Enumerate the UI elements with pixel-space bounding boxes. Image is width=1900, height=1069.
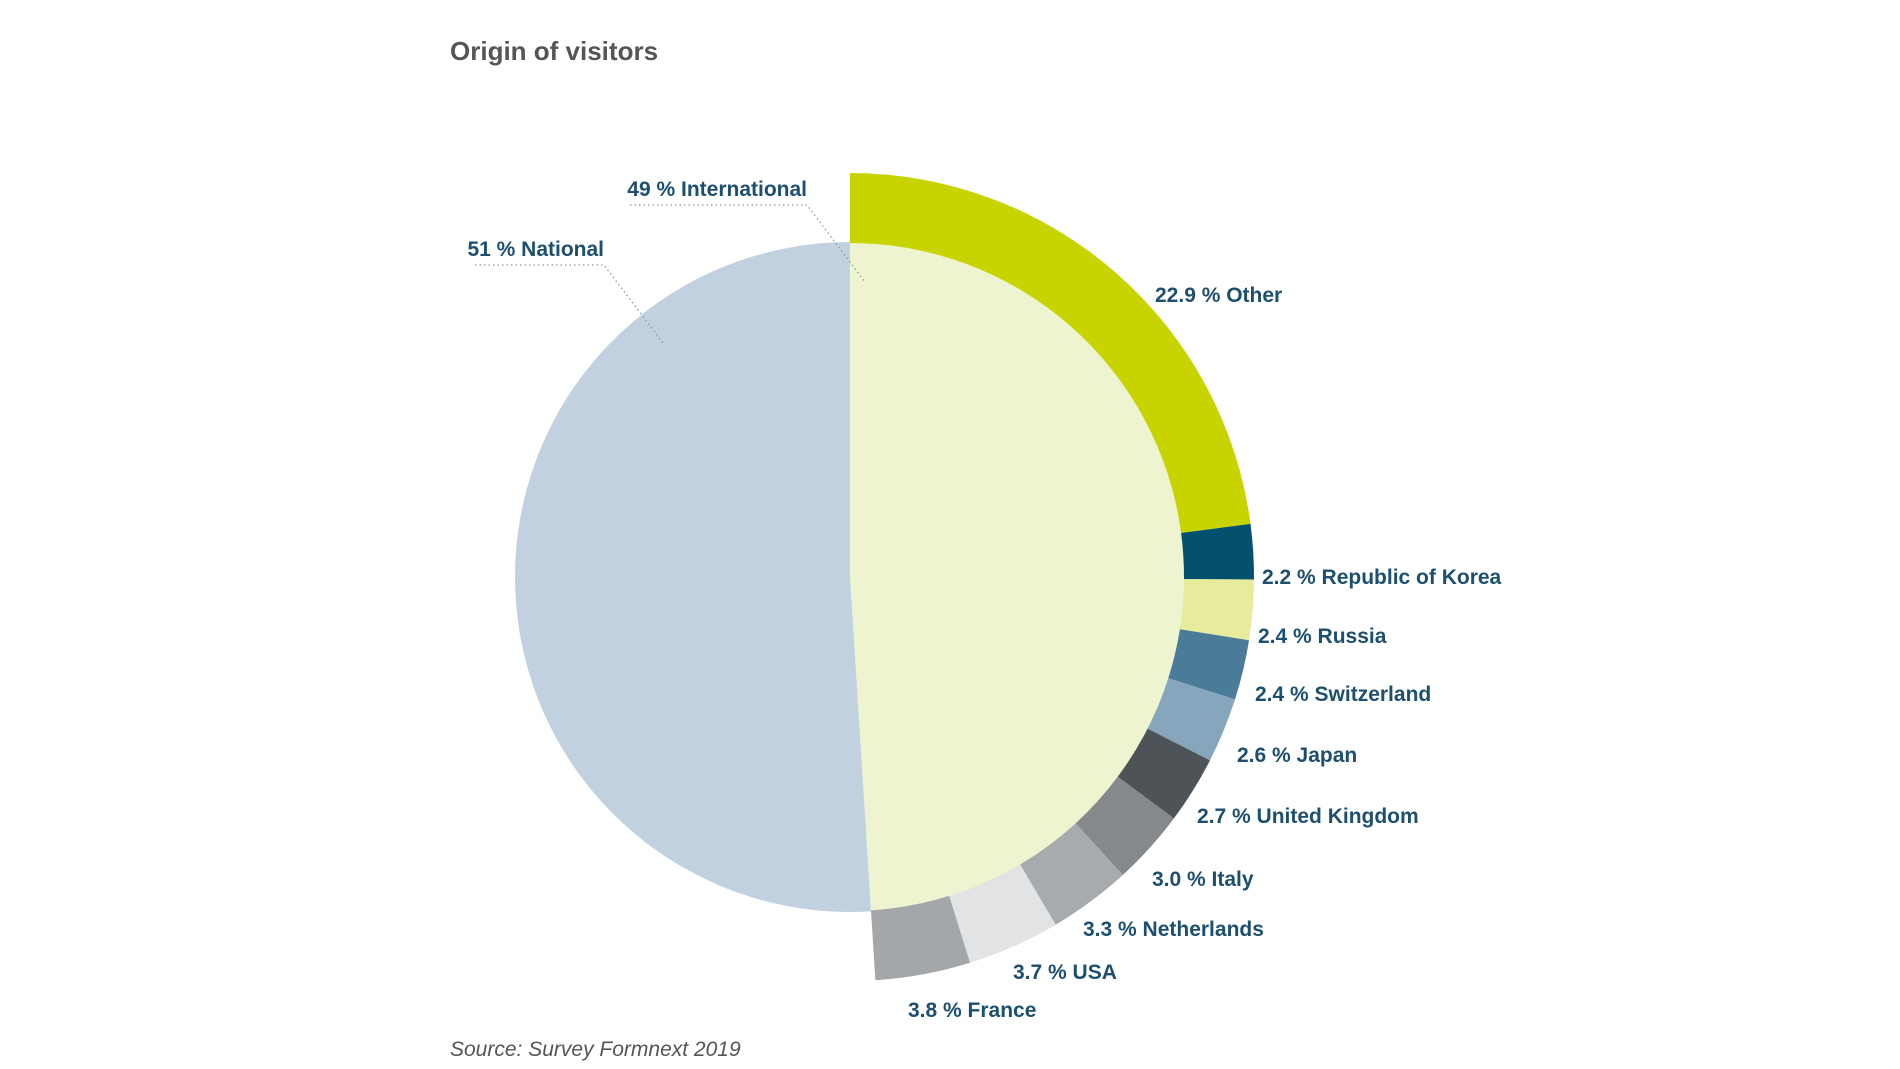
outer-slice-japan [1147, 678, 1236, 761]
label-italy: 3.0 % Italy [1152, 868, 1254, 891]
chart-title: Origin of visitors [450, 36, 659, 66]
label-other: 22.9 % Other [1155, 284, 1282, 307]
leader-international [630, 204, 866, 283]
label-usa: 3.7 % USA [1013, 961, 1117, 984]
outer-slice-usa [949, 864, 1056, 963]
label-national: 51 % National [467, 238, 604, 261]
leader-national [475, 264, 664, 344]
outer-slice-france [870, 895, 971, 981]
outer-slice-other [850, 173, 1251, 534]
label-netherlands: 3.3 % Netherlands [1083, 918, 1264, 941]
label-france: 3.8 % France [908, 999, 1036, 1022]
label-switzerland: 2.4 % Switzerland [1255, 683, 1431, 706]
outer-slice-netherlands [1020, 823, 1123, 925]
outer-slice-united-kingdom [1117, 728, 1210, 819]
source-note: Source: Survey Formnext 2019 [450, 1038, 741, 1061]
label-international: 49 % International [627, 178, 807, 201]
label-japan: 2.6 % Japan [1237, 744, 1357, 767]
outer-slice-switzerland [1168, 629, 1250, 700]
outer-slice-republic-of-korea [1181, 523, 1254, 580]
inner-slice-international [850, 242, 1185, 912]
label-russia: 2.4 % Russia [1258, 625, 1387, 648]
label-united-kingdom: 2.7 % United Kingdom [1197, 805, 1419, 828]
outer-slice-italy [1075, 776, 1174, 875]
inner-slice-national [514, 242, 872, 912]
outer-slice-russia [1179, 579, 1254, 641]
label-republic-of-korea: 2.2 % Republic of Korea [1262, 566, 1502, 589]
